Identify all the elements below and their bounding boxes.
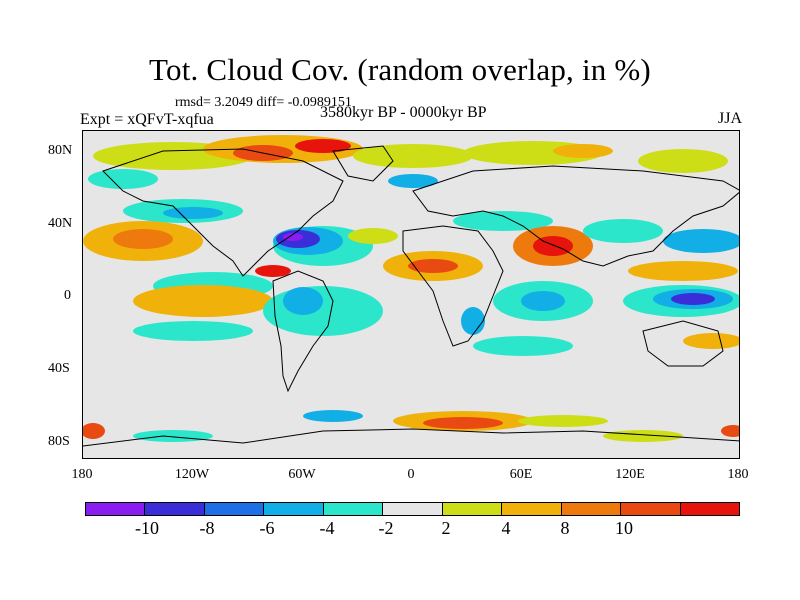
lat-tick-label: 40S	[48, 361, 70, 376]
map-panel	[82, 130, 740, 459]
colorbar-label: 10	[615, 518, 633, 538]
colorbar-label: -8	[199, 518, 215, 538]
coastlines	[83, 145, 739, 447]
colorbar-swatch	[323, 503, 384, 515]
colorbar-label: -10	[135, 518, 159, 538]
colorbar-swatch	[204, 503, 265, 515]
arctic-band	[88, 135, 728, 189]
colorbar-swatch	[86, 503, 146, 515]
season-label: JJA	[717, 110, 742, 127]
lat-tick-label: 80N	[48, 143, 73, 158]
colorbar-label: 4	[501, 518, 511, 538]
colorbar-swatch	[145, 503, 205, 515]
southern-band	[83, 410, 739, 442]
lat-tick-label: 80S	[48, 434, 70, 449]
colorbar	[85, 502, 740, 516]
lon-tick-label: 120W	[174, 467, 210, 482]
map-title: Tot. Cloud Cov. (random overlap, in %)	[149, 52, 651, 87]
colorbar-label: 2	[441, 518, 451, 538]
colorbar-swatch	[680, 503, 739, 515]
colorbar-swatch	[383, 503, 443, 515]
lon-tick-label: 0	[407, 467, 415, 482]
colorbar-swatch	[502, 503, 562, 515]
colorbar-label: -2	[378, 518, 394, 538]
colorbar-swatch	[442, 503, 503, 515]
colorbar-label: 8	[560, 518, 570, 538]
north-midlat	[83, 199, 739, 281]
colorbar-swatch	[561, 503, 622, 515]
experiment-label: Expt = xQFvT-xqfua	[80, 111, 214, 128]
lon-tick-label: 60E	[509, 467, 533, 482]
lon-tick-label: 120E	[615, 467, 645, 482]
tropics	[133, 251, 739, 356]
colorbar-label: -6	[259, 518, 275, 538]
anomaly-map	[83, 131, 739, 458]
period-label: 3580kyr BP - 0000kyr BP	[320, 104, 487, 121]
lon-tick-label: 180	[727, 467, 749, 482]
lon-tick-label: 180	[71, 467, 93, 482]
lon-tick-label: 60W	[288, 467, 316, 482]
colorbar-swatch	[621, 503, 681, 515]
lat-tick-label: 0	[64, 288, 71, 303]
lat-tick-label: 40N	[48, 216, 73, 231]
colorbar-swatch	[264, 503, 324, 515]
colorbar-label: -4	[319, 518, 335, 538]
stats-text: rmsd= 3.2049 diff= -0.0989151	[175, 95, 352, 110]
